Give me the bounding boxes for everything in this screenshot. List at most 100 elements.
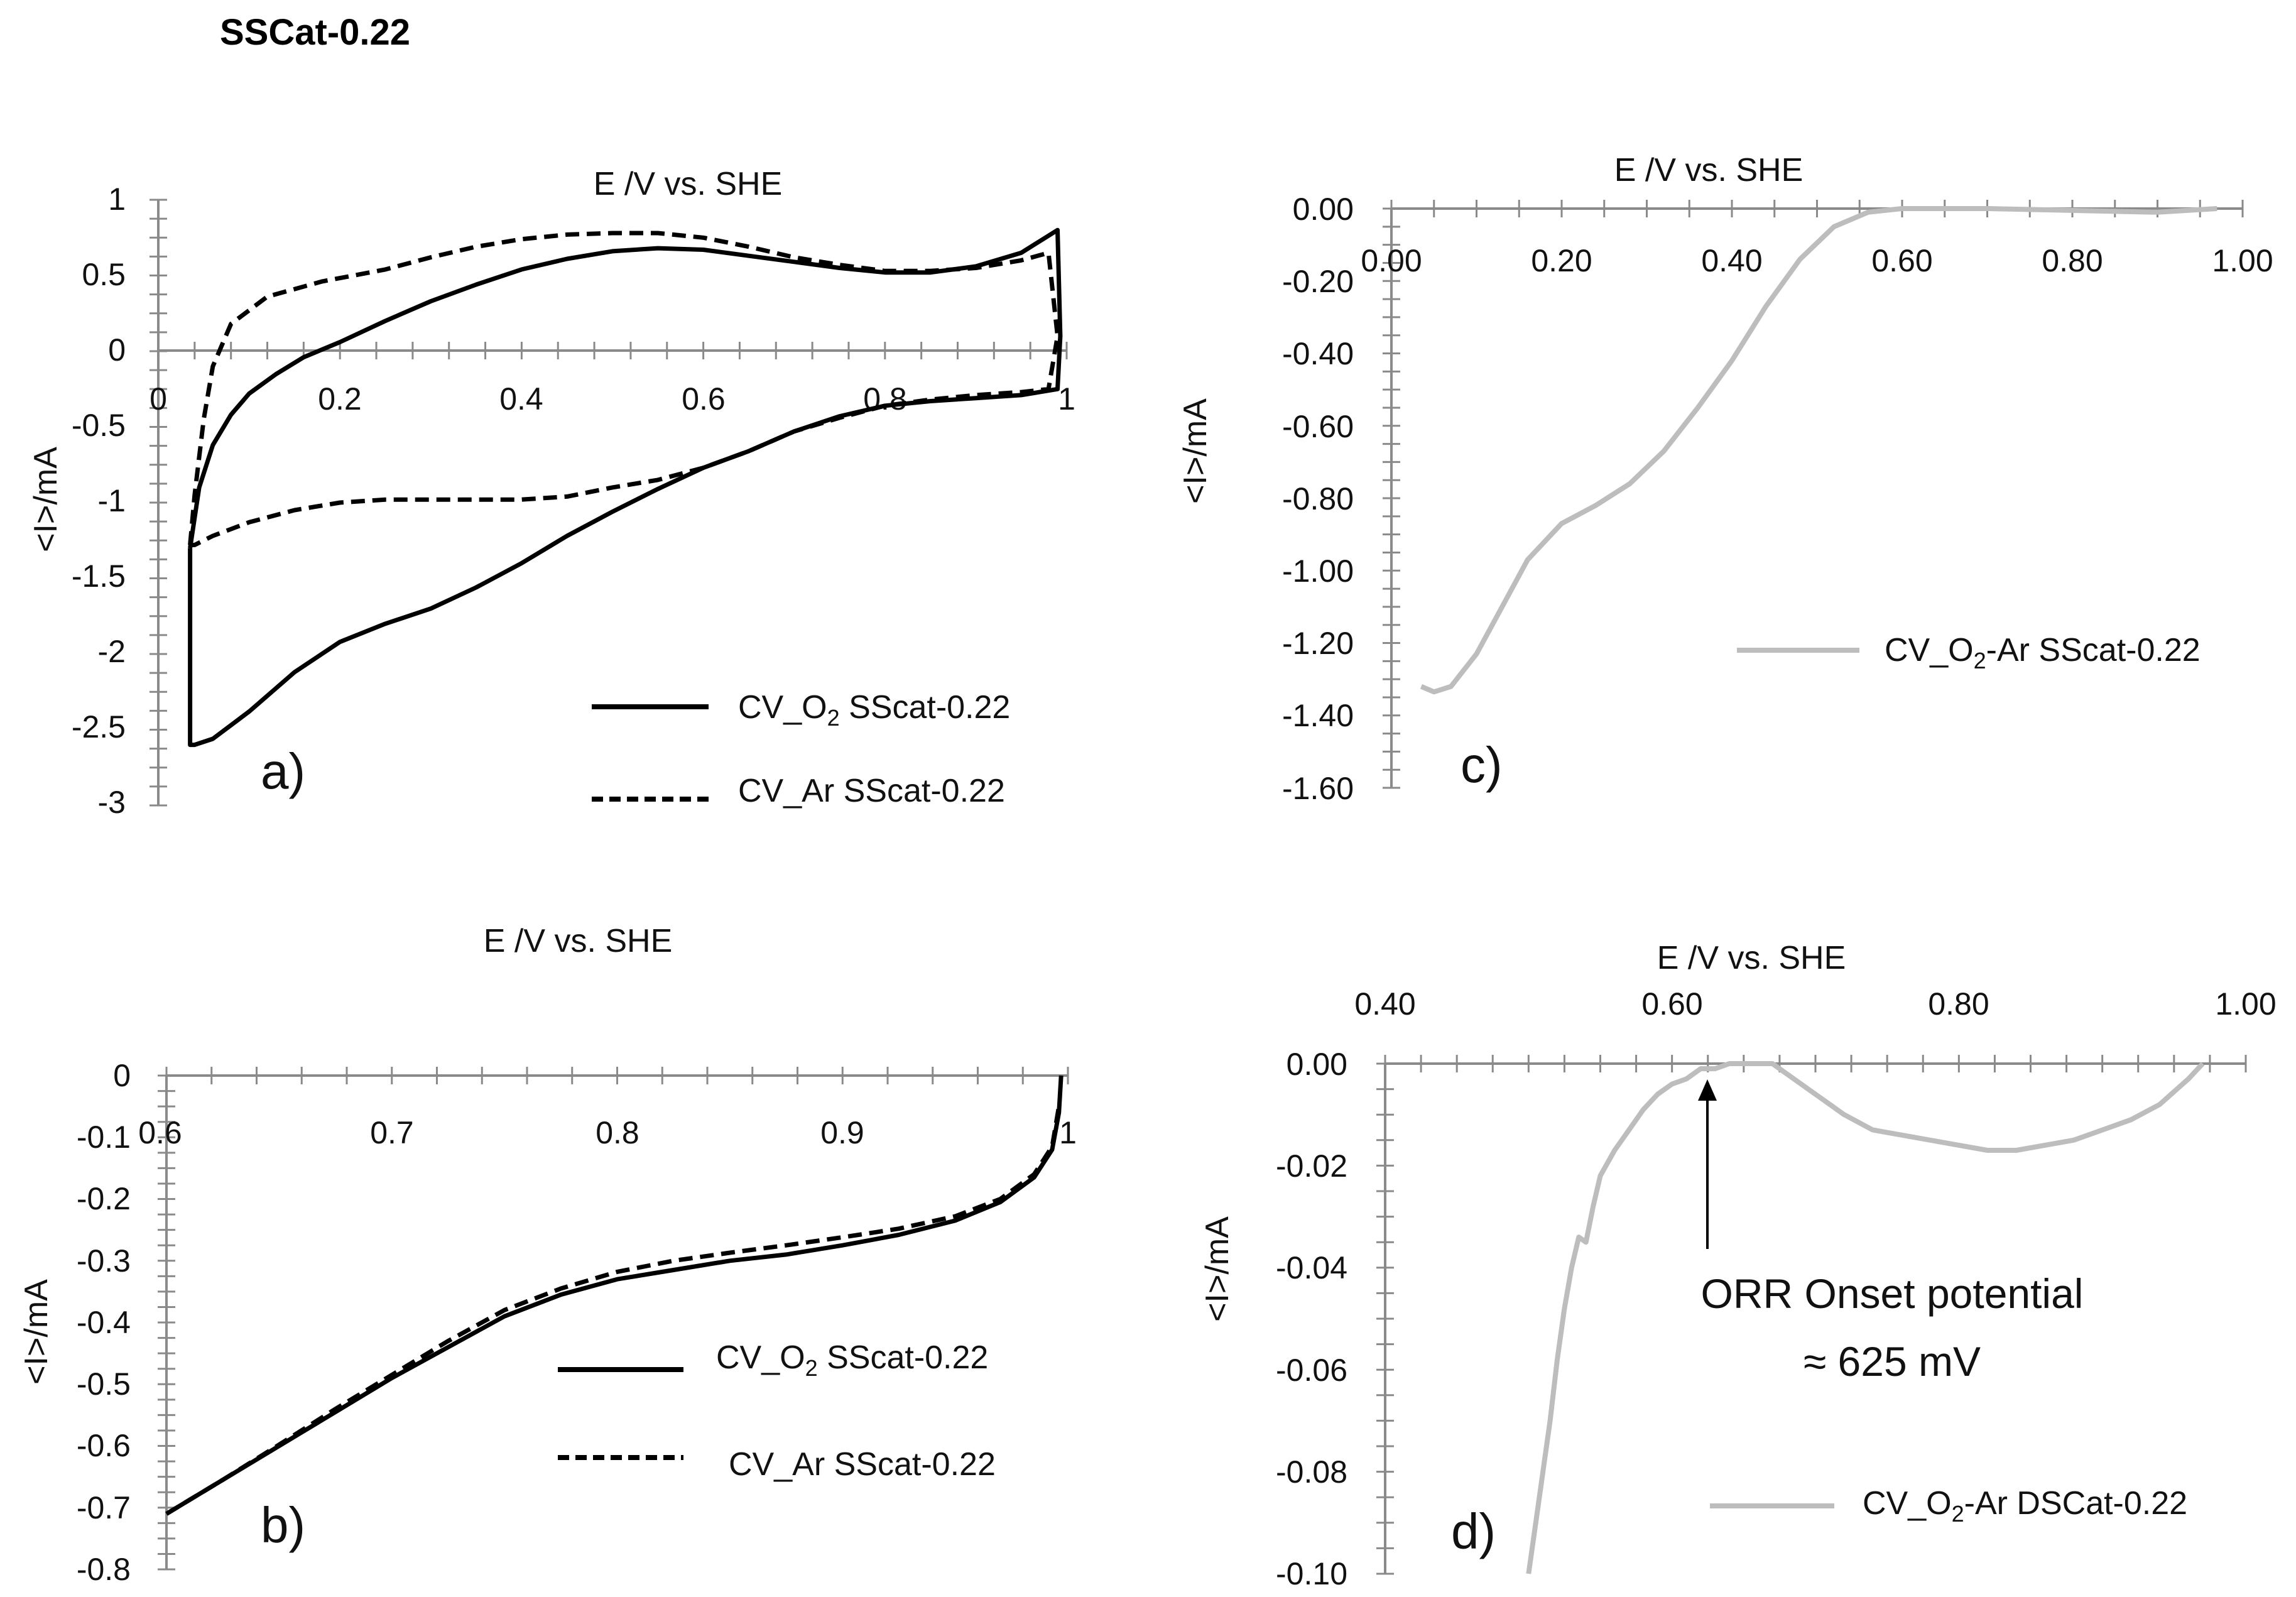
- panel-c-y-axis-title: <I>/mA: [1177, 398, 1214, 504]
- panel-d-x-tick-label: 0.60: [1641, 986, 1702, 1022]
- panel-d-x-tick-labels: 0.40 0.60 0.80 1.00: [1354, 986, 2276, 1022]
- panel-a-y-tick-label: -1.5: [72, 559, 126, 594]
- panel-a-y-tick-label: 0.5: [82, 257, 126, 292]
- panel-b-y-tick-label: -0.6: [77, 1428, 131, 1463]
- panel-d-x-tick-label: 0.40: [1354, 986, 1415, 1022]
- panel-d-x-tick-label: 1.00: [2215, 986, 2276, 1022]
- panel-a-series-cv-o2-line: [188, 227, 1063, 748]
- panel-c-x-tick-label: 1.00: [2212, 243, 2273, 278]
- panel-a-x-tick-label: 0: [150, 381, 167, 417]
- panel-c-y-tick-label: 0.00: [1293, 192, 1354, 227]
- panel-b-y-tick-label: -0.3: [77, 1243, 131, 1278]
- panel-a-y-tick-label: -3: [98, 785, 126, 820]
- panel-d-y-tick-label: -0.02: [1276, 1148, 1347, 1184]
- panel-a-axes: [150, 199, 1068, 807]
- panel-c-ticks: [1383, 200, 2244, 789]
- panel-b-axes: [158, 1067, 1069, 1571]
- panel-a-y-tick-label: 1: [108, 182, 126, 217]
- panel-a-ticks: [150, 199, 1068, 807]
- panel-a-series-cv-ar-line: [188, 231, 1060, 547]
- panel-b-y-tick-label: -0.7: [77, 1490, 131, 1525]
- panel-a-x-tick-label: 1: [1058, 381, 1075, 417]
- panel-a-legend-label-ar: CV_Ar SScat-0.22: [738, 773, 1005, 809]
- panel-c-y-tick-label: -1.40: [1282, 698, 1354, 733]
- panel-b-legend-label-o2: CV_O2 SScat-0.22: [716, 1339, 988, 1381]
- panel-b: E /V vs. SHE <I>/mA 0.6 0.7 0.8 0.9 1 0 …: [18, 923, 1077, 1587]
- onset-annotation-line1: ORR Onset potential: [1701, 1270, 2084, 1317]
- panel-a-x-tick-label: 0.6: [682, 381, 726, 417]
- panel-c-y-tick-labels: 0.00 -0.20 -0.40 -0.60 -0.80 -1.00 -1.20…: [1282, 192, 1354, 806]
- panel-d-series-cv-o2-ar-line: [1526, 1061, 2205, 1574]
- panel-d-y-tick-label: -0.08: [1276, 1454, 1347, 1490]
- panel-b-x-tick-label: 0.9: [820, 1115, 864, 1150]
- panel-b-y-tick-labels: 0 -0.1 -0.2 -0.3 -0.4 -0.5 -0.6 -0.7 -0.…: [77, 1058, 131, 1587]
- panel-a-x-tick-label: 0.2: [318, 381, 362, 417]
- panel-a-legend-label-o2: CV_O2 SScat-0.22: [738, 689, 1010, 731]
- panel-b-x-tick-label: 0.8: [596, 1115, 639, 1150]
- panel-d-y-tick-label: 0.00: [1287, 1047, 1347, 1082]
- panel-c-y-tick-label: -1.00: [1282, 553, 1354, 589]
- panel-d-legend: CV_O2-Ar DSCat-0.22: [1710, 1485, 2187, 1527]
- panel-c-x-tick-label: 0.80: [2042, 243, 2103, 278]
- panel-b-series-cv-ar-line: [165, 1106, 1062, 1516]
- panel-a-y-tick-label: 0: [108, 332, 126, 368]
- panel-a-y-tick-label: -2: [98, 634, 126, 669]
- panel-b-y-tick-label: -0.2: [77, 1181, 131, 1216]
- onset-annotation-line2: ≈ 625 mV: [1804, 1338, 1981, 1385]
- panel-c-x-axis-title: E /V vs. SHE: [1614, 152, 1804, 188]
- panel-a-y-tick-label: -2.5: [72, 709, 126, 744]
- panel-c-label: c): [1461, 737, 1503, 793]
- panel-a-x-tick-label: 0.4: [499, 381, 543, 417]
- panel-d-y-tick-labels: 0.00 -0.02 -0.04 -0.06 -0.08 -0.10: [1276, 1047, 1347, 1591]
- panel-d-label: d): [1451, 1503, 1496, 1559]
- panel-b-y-tick-label: -0.4: [77, 1305, 131, 1340]
- panel-b-x-tick-label: 1: [1059, 1115, 1077, 1150]
- panel-c-y-tick-label: -1.60: [1282, 771, 1354, 806]
- panel-b-y-tick-label: -0.5: [77, 1366, 131, 1402]
- panel-c-axes: [1383, 200, 2244, 789]
- panel-c-x-tick-label: 0.40: [1701, 243, 1762, 278]
- panel-b-y-tick-label: -0.1: [77, 1120, 131, 1155]
- panel-c-y-tick-label: -1.20: [1282, 626, 1354, 661]
- panel-c-x-tick-labels: 0.00 0.20 0.40 0.60 0.80 1.00: [1361, 243, 2273, 278]
- panel-d-axes: [1376, 1055, 2247, 1575]
- panel-a-y-axis-title: <I>/mA: [28, 447, 64, 552]
- panel-b-x-tick-label: 0.7: [370, 1115, 414, 1150]
- panel-d: E /V vs. SHE <I>/mA 0.40 0.60 0.80 1.00 …: [1199, 940, 2277, 1591]
- panel-d-y-tick-label: -0.06: [1276, 1353, 1347, 1388]
- panel-c-y-tick-label: -0.60: [1282, 409, 1354, 444]
- panel-a-legend: CV_O2 SScat-0.22 CV_Ar SScat-0.22: [592, 689, 1010, 809]
- panel-c-x-tick-label: 0.20: [1531, 243, 1592, 278]
- panel-b-y-tick-label: -0.8: [77, 1552, 131, 1587]
- panel-d-y-tick-label: -0.10: [1276, 1556, 1347, 1591]
- panel-c-y-tick-label: -0.20: [1282, 264, 1354, 299]
- panel-b-series-cv-o2-line: [165, 1075, 1064, 1516]
- panel-b-y-tick-label: 0: [113, 1058, 131, 1093]
- panel-b-legend: CV_O2 SScat-0.22 CV_Ar SScat-0.22: [558, 1339, 996, 1483]
- panel-b-x-tick-label: 0.6: [138, 1115, 182, 1150]
- panel-c-legend-label: CV_O2-Ar SScat-0.22: [1885, 632, 2201, 673]
- panel-b-x-tick-labels: 0.6 0.7 0.8 0.9 1: [138, 1115, 1077, 1150]
- panel-c-x-tick-label: 0.00: [1361, 243, 1422, 278]
- panel-d-x-tick-label: 0.80: [1928, 986, 1989, 1022]
- panel-b-x-axis-title: E /V vs. SHE: [484, 923, 673, 959]
- panel-a-label: a): [261, 743, 305, 799]
- panel-a-x-axis-title: E /V vs. SHE: [594, 166, 783, 202]
- panel-a-y-tick-label: -1: [98, 483, 126, 518]
- panel-a: E /V vs. SHE <I>/mA 0 0.2 0.4 0.6 0.8 1 …: [28, 166, 1075, 820]
- panel-c-legend: CV_O2-Ar SScat-0.22: [1737, 632, 2201, 673]
- panel-d-y-axis-title: <I>/mA: [1199, 1216, 1236, 1322]
- panel-b-y-axis-title: <I>/mA: [18, 1279, 55, 1385]
- panel-d-legend-label: CV_O2-Ar DSCat-0.22: [1863, 1485, 2187, 1527]
- panel-c-series-cv-o2-ar-line: [1420, 206, 2217, 695]
- onset-arrow-head-icon: [1698, 1079, 1717, 1101]
- panel-d-y-tick-label: -0.04: [1276, 1250, 1347, 1285]
- panel-a-y-tick-label: -0.5: [72, 408, 126, 443]
- panel-c-y-tick-label: -0.80: [1282, 481, 1354, 516]
- panel-a-y-tick-labels: 1 0.5 0 -0.5 -1 -1.5 -2 -2.5 -3: [72, 182, 126, 820]
- figure-title: SSCat-0.22: [220, 12, 411, 53]
- panel-c-x-tick-label: 0.60: [1871, 243, 1932, 278]
- panel-d-onset-annotation: ORR Onset potential ≈ 625 mV: [1698, 1079, 2083, 1385]
- panel-b-label: b): [261, 1497, 305, 1553]
